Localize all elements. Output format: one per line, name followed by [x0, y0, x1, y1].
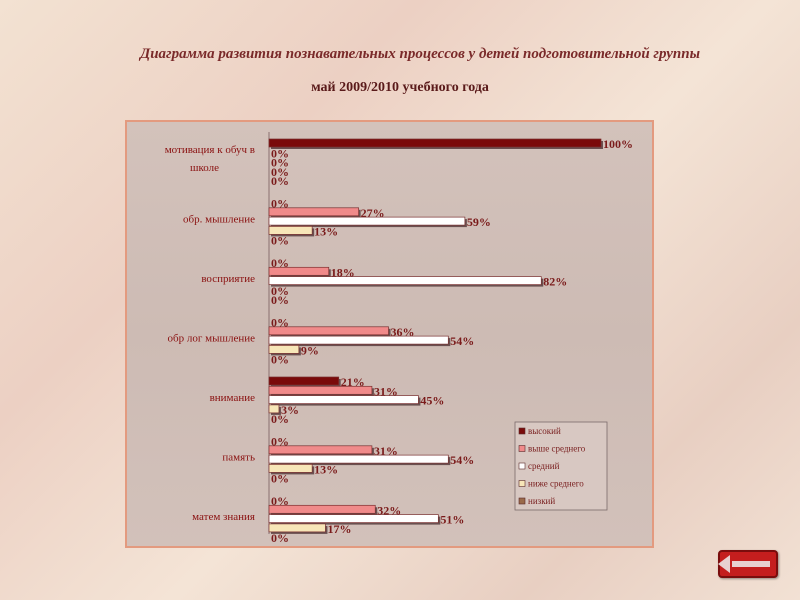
bar-high — [268, 138, 602, 148]
legend-swatch-low — [518, 497, 526, 505]
data-label: 0% — [271, 156, 289, 170]
data-label: 36% — [391, 325, 415, 339]
category-label: мотивация к обуч в школе — [165, 144, 255, 174]
data-label: 51% — [440, 513, 464, 527]
bar-avg — [268, 454, 449, 464]
left-arrow-icon — [718, 555, 730, 573]
bar-above-avg — [268, 504, 376, 514]
category-label: обр. мышление — [183, 214, 255, 226]
legend-label: выше среднего — [528, 444, 586, 454]
back-button[interactable] — [718, 550, 778, 578]
legend-swatch-avg — [518, 462, 526, 470]
bar-chart: мотивация к обуч в школе100%0%0%0%0%обр. … — [165, 132, 633, 545]
data-label: 54% — [450, 334, 474, 348]
legend-swatch-below-avg — [518, 480, 526, 487]
data-label: 45% — [420, 394, 444, 408]
data-label: 17% — [327, 522, 351, 536]
bar-avg — [268, 514, 439, 523]
legend-swatch-above-avg — [518, 445, 526, 452]
legend-label: ниже среднего — [528, 479, 584, 489]
bar-below-avg — [268, 226, 313, 235]
legend-label: низкий — [528, 496, 555, 506]
data-label: 21% — [341, 375, 365, 389]
legend: высокий выше среднего средний ниже среднего… — [514, 421, 608, 511]
bar-above-avg — [268, 207, 359, 217]
data-label: 0% — [271, 256, 289, 270]
data-label: 32% — [377, 503, 401, 517]
bar-avg — [268, 216, 466, 226]
data-label: 0% — [271, 494, 289, 508]
bar-above-avg — [268, 266, 330, 276]
data-label: 0% — [271, 284, 289, 298]
data-label: 13% — [314, 224, 338, 238]
bar-avg — [268, 395, 419, 404]
data-label: 18% — [331, 265, 355, 279]
data-label: 31% — [374, 384, 398, 398]
category-label: обр лог мышление — [168, 333, 256, 345]
data-label: 0% — [271, 197, 289, 211]
bar-below-avg — [268, 523, 326, 533]
category-label: внимание — [210, 392, 256, 404]
data-label: 82% — [543, 275, 567, 289]
bar-below-avg — [268, 464, 313, 473]
bar-below-avg — [268, 345, 300, 354]
data-label: 0% — [271, 472, 289, 486]
category-label: матем знания — [192, 511, 255, 523]
legend-label: средний — [528, 461, 560, 471]
data-label: 0% — [271, 316, 289, 330]
bar-above-avg — [268, 445, 373, 455]
legend-swatch-high — [518, 427, 526, 435]
bar-avg — [268, 276, 542, 285]
data-label: 0% — [271, 165, 289, 179]
legend-label: высокий — [528, 426, 561, 436]
data-label: 54% — [450, 453, 474, 467]
bar-above-avg — [268, 385, 373, 395]
data-label: 59% — [467, 215, 491, 229]
data-label: 27% — [361, 206, 385, 220]
data-label: 0% — [271, 293, 289, 307]
data-label: 0% — [271, 435, 289, 449]
bar-above-avg — [268, 326, 389, 336]
data-label: 0% — [271, 234, 289, 248]
bar-high — [268, 376, 340, 386]
bar-below-avg — [268, 404, 280, 414]
data-label: 13% — [314, 462, 338, 476]
chart-subtitle: май 2009/2010 учебного года — [311, 80, 489, 95]
data-label: 0% — [271, 174, 289, 188]
data-label: 0% — [271, 531, 289, 545]
bar-avg — [268, 335, 449, 345]
data-label: 9% — [301, 343, 319, 357]
data-label: 0% — [271, 146, 289, 160]
data-label: 0% — [271, 353, 289, 367]
data-label: 3% — [281, 403, 299, 417]
category-label: восприятие — [201, 273, 255, 285]
data-label: 31% — [374, 444, 398, 458]
chart-frame: мотивация к обуч в школе 100% 0% 0% 0% 0% обр. … — [125, 120, 654, 548]
data-label: 100% — [603, 137, 633, 151]
chart-title: Диаграмма развития познавательных процес… — [139, 46, 701, 62]
category-label: память — [222, 452, 255, 464]
data-label: 0% — [271, 412, 289, 426]
